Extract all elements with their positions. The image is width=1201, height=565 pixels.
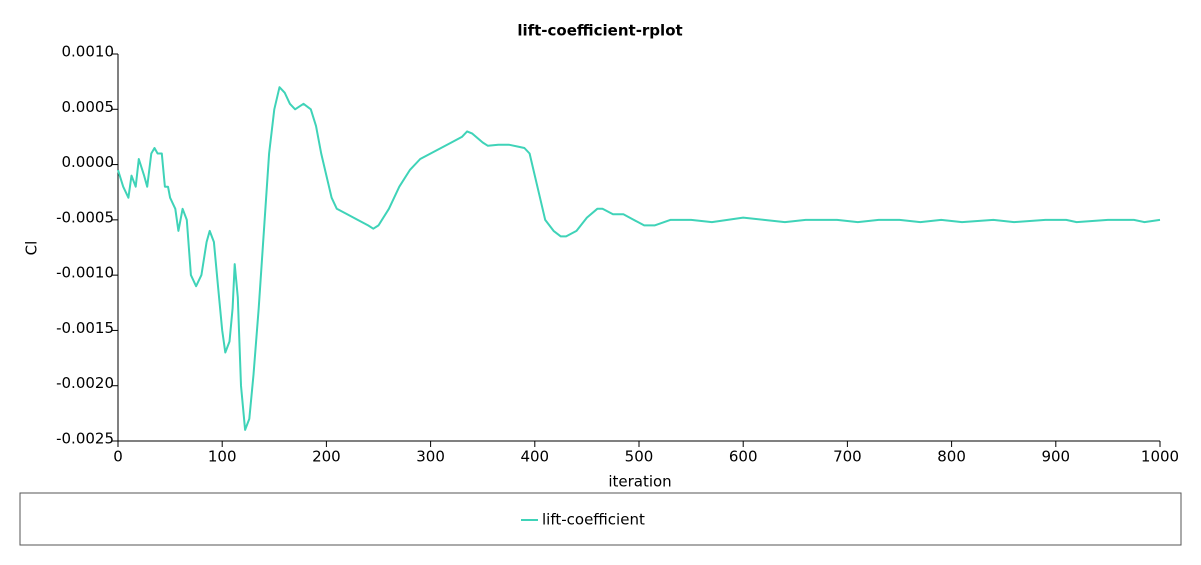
y-tick-label: -0.0020 [56, 374, 114, 392]
y-tick-label: -0.0010 [56, 264, 114, 282]
x-tick-label: 700 [833, 448, 862, 466]
y-axis-label: Cl [23, 241, 41, 256]
x-tick-label: 500 [625, 448, 654, 466]
y-tick-label: 0.0000 [62, 153, 115, 171]
chart-title: lift-coefficient-rplot [517, 22, 682, 40]
x-tick-label: 900 [1041, 448, 1070, 466]
x-tick-label: 400 [520, 448, 549, 466]
x-axis-label: iteration [608, 473, 671, 491]
x-tick-label: 800 [937, 448, 966, 466]
y-tick-label: -0.0005 [56, 208, 114, 226]
x-tick-label: 0 [113, 448, 123, 466]
x-tick-label: 200 [312, 448, 341, 466]
x-tick-label: 100 [208, 448, 237, 466]
y-tick-label: 0.0005 [62, 98, 115, 116]
y-tick-label: 0.0010 [62, 43, 115, 61]
x-tick-label: 600 [729, 448, 758, 466]
y-tick-label: -0.0015 [56, 319, 114, 337]
x-tick-label: 1000 [1141, 448, 1179, 466]
y-tick-label: -0.0025 [56, 430, 114, 448]
data-line [117, 86, 1161, 431]
x-tick-label: 300 [416, 448, 445, 466]
legend-label: lift-coefficient [542, 511, 645, 529]
legend-box [19, 492, 1182, 546]
